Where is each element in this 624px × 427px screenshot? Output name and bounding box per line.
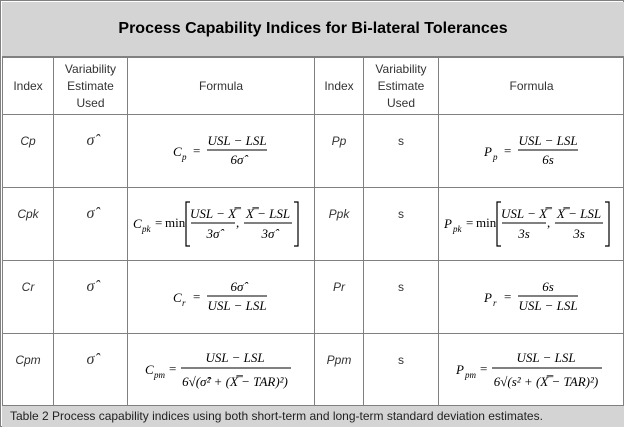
svg-text:3σ̂: 3σ̂	[261, 226, 280, 241]
svg-text:p: p	[181, 152, 187, 162]
index-cpk: Cpk	[2, 187, 54, 261]
svg-text:pm: pm	[464, 370, 477, 380]
variability-sigma-hat: σ̂	[53, 187, 128, 261]
svg-text:6√(σ̂² + (X̿ − TAR)²): 6√(σ̂² + (X̿ − TAR)²)	[182, 374, 288, 389]
header-formula-left: Formula	[127, 57, 315, 115]
svg-text:USL − LSL: USL − LSL	[518, 133, 577, 148]
svg-text:3s: 3s	[572, 226, 585, 241]
svg-text:min: min	[165, 215, 186, 230]
svg-text:USL − LSL: USL − LSL	[516, 350, 575, 365]
svg-text:pk: pk	[452, 224, 463, 234]
variability-sigma-hat: σ̂	[53, 114, 128, 188]
svg-text:USL − X̿: USL − X̿	[500, 206, 552, 221]
formula-ppm: P pm = USL − LSL 6√(s² + (X̿ − TAR)²)	[438, 333, 624, 407]
svg-text:P: P	[455, 362, 464, 377]
svg-text:USL − X̿: USL − X̿	[190, 206, 242, 221]
svg-text:=: =	[193, 289, 200, 304]
table-caption: Table 2 Process capability indices using…	[2, 405, 624, 427]
formula-cr: C r = 6σ̂ USL − LSL	[127, 260, 315, 334]
indices-table: Index Variability Estimate Used Formula …	[2, 57, 624, 407]
svg-text:=: =	[504, 289, 511, 304]
variability-s: s	[363, 187, 439, 261]
table-row: Cpk σ̂ C pk = min USL − X̿ 3σ̂ , X̿ − LS…	[2, 187, 624, 261]
svg-text:p: p	[492, 152, 498, 162]
svg-text:P: P	[483, 290, 492, 305]
svg-text:r: r	[493, 298, 497, 308]
svg-text:6s: 6s	[542, 279, 554, 294]
index-ppk: Ppk	[314, 187, 364, 261]
header-index-left: Index	[2, 57, 54, 115]
svg-text:=: =	[155, 215, 162, 230]
svg-text:pk: pk	[141, 224, 152, 234]
svg-text:USL − LSL: USL − LSL	[205, 350, 264, 365]
table-row: Cpm σ̂ C pm = USL − LSL 6√(σ̂² + (X̿ − T…	[2, 333, 624, 407]
svg-text:6√(s² + (X̿ − TAR)²): 6√(s² + (X̿ − TAR)²)	[493, 374, 597, 389]
header-variability-left: Variability Estimate Used	[53, 57, 128, 115]
variability-s: s	[363, 333, 439, 407]
formula-cp: C p = USL − LSL 6σ̂	[127, 114, 315, 188]
svg-text:USL − LSL: USL − LSL	[207, 298, 266, 313]
index-cp: Cp	[2, 114, 54, 188]
variability-s: s	[363, 260, 439, 334]
svg-text:X̿ − LSL: X̿ − LSL	[555, 206, 600, 221]
index-cpm: Cpm	[2, 333, 54, 407]
svg-text:,: ,	[547, 215, 550, 230]
header-variability-right: Variability Estimate Used	[363, 57, 439, 115]
variability-sigma-hat: σ̂	[53, 260, 128, 334]
svg-text:pm: pm	[153, 370, 166, 380]
svg-text:r: r	[182, 298, 186, 308]
formula-cpm: C pm = USL − LSL 6√(σ̂² + (X̿ − TAR)²)	[127, 333, 315, 407]
index-pr: Pr	[314, 260, 364, 334]
svg-text:=: =	[466, 215, 473, 230]
formula-pr: P r = 6s USL − LSL	[438, 260, 624, 334]
svg-text:=: =	[504, 143, 511, 158]
variability-sigma-hat: σ̂	[53, 333, 128, 407]
svg-text:3σ̂: 3σ̂	[206, 226, 225, 241]
svg-text:6σ̂: 6σ̂	[231, 279, 249, 294]
svg-text:USL − LSL: USL − LSL	[207, 133, 266, 148]
svg-text:C: C	[145, 362, 154, 377]
table-title: Process Capability Indices for Bi-latera…	[2, 2, 624, 57]
formula-cpk: C pk = min USL − X̿ 3σ̂ , X̿ − LSL 3σ̂	[127, 187, 315, 261]
variability-s: s	[363, 114, 439, 188]
svg-text:3s: 3s	[517, 226, 530, 241]
svg-text:X̿ − LSL: X̿ − LSL	[245, 206, 290, 221]
svg-text:=: =	[193, 143, 200, 158]
index-ppm: Ppm	[314, 333, 364, 407]
svg-text:6s: 6s	[542, 152, 554, 167]
svg-text:,: ,	[236, 215, 239, 230]
svg-text:min: min	[476, 215, 497, 230]
svg-text:P: P	[483, 144, 492, 159]
formula-pp: P p = USL − LSL 6s	[438, 114, 624, 188]
svg-text:=: =	[480, 361, 487, 376]
header-formula-right: Formula	[438, 57, 624, 115]
table-row: Cr σ̂ C r = 6σ̂ USL − LSL Pr s	[2, 260, 624, 334]
header-row: Index Variability Estimate Used Formula …	[2, 57, 624, 115]
svg-text:P: P	[443, 216, 452, 231]
svg-text:USL − LSL: USL − LSL	[518, 298, 577, 313]
svg-text:C: C	[173, 144, 182, 159]
formula-ppk: P pk = min USL − X̿ 3s , X̿ − LSL 3s	[438, 187, 624, 261]
header-index-right: Index	[314, 57, 364, 115]
svg-text:C: C	[133, 216, 142, 231]
svg-text:C: C	[173, 290, 182, 305]
index-pp: Pp	[314, 114, 364, 188]
svg-text:=: =	[169, 361, 176, 376]
index-cr: Cr	[2, 260, 54, 334]
table-row: Cp σ̂ C p = USL − LSL 6σ̂ Pp s	[2, 114, 624, 188]
svg-text:6σ̂: 6σ̂	[231, 152, 249, 167]
